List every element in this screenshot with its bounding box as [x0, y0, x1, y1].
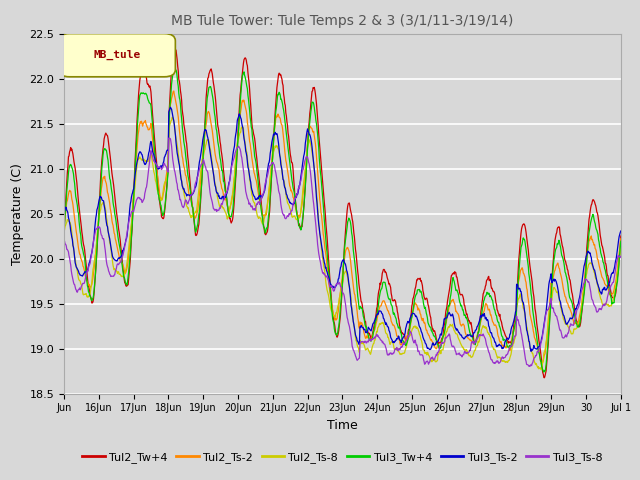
FancyBboxPatch shape — [58, 34, 175, 77]
Title: MB Tule Tower: Tule Temps 2 & 3 (3/1/11-3/19/14): MB Tule Tower: Tule Temps 2 & 3 (3/1/11-… — [172, 14, 513, 28]
Legend: Tul2_Tw+4, Tul2_Ts-2, Tul2_Ts-8, Tul3_Tw+4, Tul3_Ts-2, Tul3_Ts-8: Tul2_Tw+4, Tul2_Ts-2, Tul2_Ts-8, Tul3_Tw… — [78, 447, 607, 467]
X-axis label: Time: Time — [327, 419, 358, 432]
Text: MB_tule: MB_tule — [93, 50, 141, 60]
Y-axis label: Temperature (C): Temperature (C) — [11, 163, 24, 264]
